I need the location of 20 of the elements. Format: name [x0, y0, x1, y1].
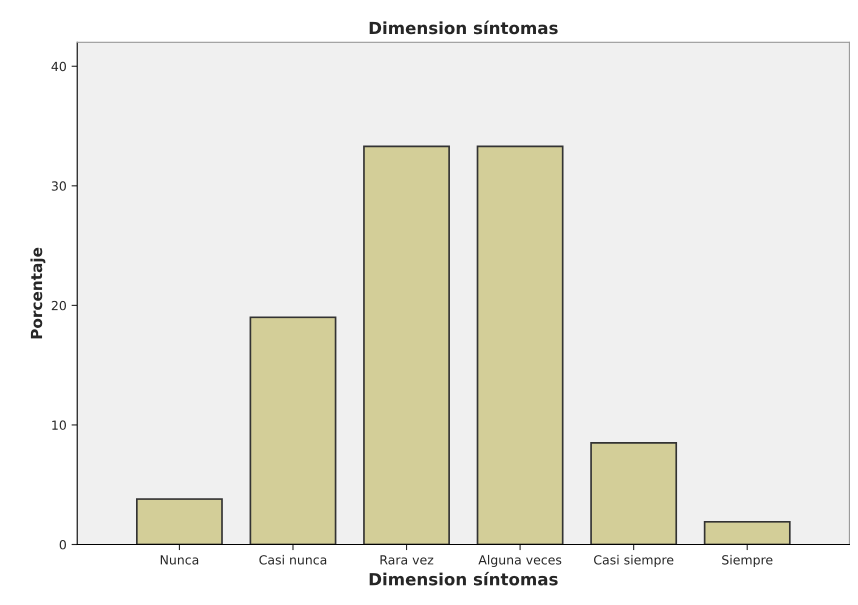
x-axis-title: Dimension síntomas [370, 572, 558, 586]
chart-title: Dimension síntomas [370, 20, 558, 34]
bar [590, 442, 678, 544]
x-tick-label: Rara vez [380, 555, 434, 565]
bar [136, 498, 223, 544]
x-tick-label: Siempre [722, 554, 772, 568]
bar [704, 520, 791, 544]
x-tick-label: Alguna veces [478, 554, 562, 568]
y-tick-label: 40 [52, 62, 66, 72]
y-tick-label: 30 [52, 181, 66, 191]
bar [363, 146, 450, 544]
y-axis-title: Porcentaje [30, 248, 46, 338]
x-tick-label: Casi siempre [594, 554, 674, 568]
bar [476, 146, 564, 544]
bar [250, 316, 336, 544]
x-tick-label: Nunca [160, 555, 198, 565]
y-tick-label: 0 [60, 540, 66, 550]
y-tick-label: 20 [52, 300, 66, 310]
y-tick-label: 10 [52, 420, 66, 430]
x-tick-label: Casi nunca [259, 554, 326, 565]
